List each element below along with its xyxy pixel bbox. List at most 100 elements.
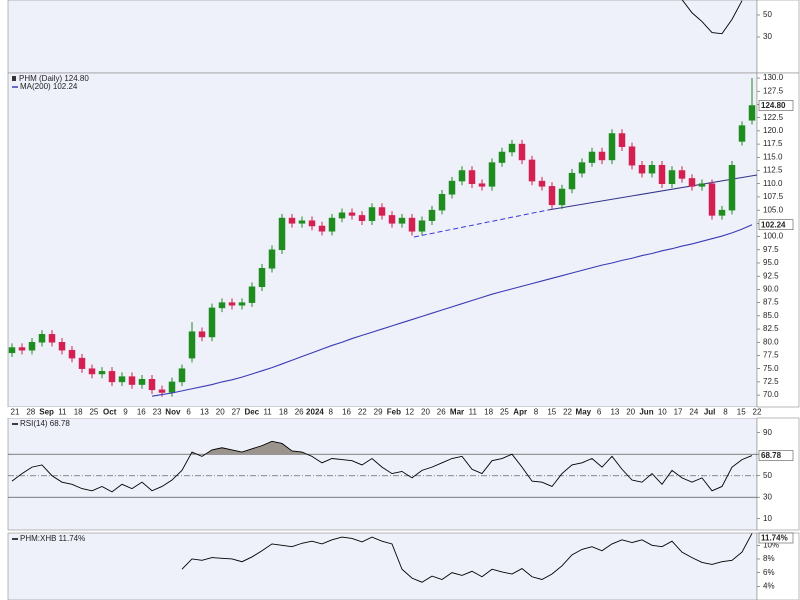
- y-tick-label: 80.0: [763, 337, 779, 346]
- x-tick-label: Nov: [165, 408, 181, 417]
- y-tick-label: 95.0: [763, 258, 779, 267]
- x-tick-label: 25: [89, 408, 98, 417]
- candle-body: [388, 215, 396, 224]
- x-tick-label: 24: [689, 408, 698, 417]
- plot-area: [681, 0, 743, 35]
- candle-body: [748, 105, 756, 121]
- y-tick-label: 122.5: [763, 113, 784, 122]
- y-tick-label: 127.5: [763, 86, 784, 95]
- candle-body: [288, 217, 296, 224]
- value-box: [758, 100, 794, 111]
- fill-group: [190, 441, 513, 455]
- y-tick-label: 120.0: [763, 126, 784, 135]
- x-tick-label: 15: [737, 408, 746, 417]
- x-tick-label: Feb: [387, 408, 401, 417]
- panel-background: [7, 72, 758, 408]
- candle-body: [28, 342, 36, 351]
- x-tick-label: 28: [26, 408, 35, 417]
- value-box-label: 11.74%: [761, 534, 788, 543]
- candle-body: [148, 379, 156, 391]
- y-tick-label: 70.0: [763, 390, 779, 399]
- panel-background: [7, 417, 758, 531]
- x-tick-label: 10: [658, 408, 667, 417]
- trend-lines: [413, 174, 758, 238]
- candle-body: [548, 186, 556, 206]
- y-tick-label: 75.0: [763, 364, 779, 373]
- y-tick-label: 90.0: [763, 285, 779, 294]
- candle-body: [588, 151, 596, 163]
- x-tick-label: 15: [547, 408, 556, 417]
- candle-body: [188, 331, 196, 359]
- x-tick-label: 20: [216, 408, 225, 417]
- candle-body: [218, 302, 226, 309]
- y-tick-label: 10: [763, 514, 772, 523]
- y-tick-label: 77.5: [763, 351, 779, 360]
- candle-body: [358, 215, 366, 221]
- x-tick-label: 16: [137, 408, 146, 417]
- candle-body: [408, 217, 416, 232]
- x-tick-label: Jul: [704, 408, 716, 417]
- candle-body: [298, 220, 306, 224]
- candle-body: [48, 334, 56, 343]
- overbought-fill: [190, 441, 513, 455]
- panel-background: [7, 0, 758, 74]
- x-tick-label: 12: [405, 408, 414, 417]
- candle-body: [528, 159, 536, 182]
- candle-body: [658, 164, 666, 184]
- x-tick-label: 18: [74, 408, 83, 417]
- candle-body: [268, 249, 276, 269]
- candle-body: [738, 125, 746, 142]
- candle-body: [118, 376, 126, 383]
- x-tick-label: Oct: [103, 408, 117, 417]
- x-tick-label: 8: [723, 408, 728, 417]
- candle-body: [338, 212, 346, 219]
- x-tick-label: 20: [626, 408, 635, 417]
- x-tick-label: 22: [358, 408, 367, 417]
- x-tick-label: 13: [200, 408, 209, 417]
- candle-body: [328, 217, 336, 232]
- candle-body: [418, 220, 426, 232]
- x-tick-label: Mar: [450, 408, 464, 417]
- panel-1: 70.0 72.5 75.0 77.5 80.0 82.5 85.0 87.5 90.0 92.5…: [8, 73, 794, 418]
- plot-area: [8, 78, 756, 397]
- y-tick-label: 4%: [763, 581, 775, 590]
- candle-body: [88, 368, 96, 375]
- x-tick-label: 20: [421, 408, 430, 417]
- candle-body: [138, 379, 146, 385]
- x-tick-label: 2024: [306, 408, 324, 417]
- candle-body: [678, 170, 686, 179]
- trend-line: [547, 174, 758, 211]
- x-tick-label: 25: [500, 408, 509, 417]
- panel-background: [7, 532, 758, 600]
- y-tick-label: 30: [763, 492, 772, 501]
- x-tick-label: 16: [342, 408, 351, 417]
- line: [181, 533, 753, 583]
- candle-body: [508, 143, 516, 153]
- value-box: [758, 219, 794, 230]
- candle-body: [178, 368, 186, 383]
- candle-body: [618, 133, 626, 147]
- candle-body: [648, 164, 656, 174]
- x-tick-label: Dec: [244, 408, 259, 417]
- candle-body: [18, 347, 26, 351]
- plot-area: [8, 440, 757, 498]
- y-tick-label: 110.0: [763, 179, 783, 188]
- candle-body: [78, 357, 86, 369]
- x-tick-label: 6: [597, 408, 602, 417]
- candle-body: [38, 334, 46, 343]
- candle-body: [378, 207, 386, 216]
- y-tick-label: 117.5: [763, 139, 783, 148]
- y-tick-label: 115.0: [763, 152, 783, 161]
- candle-body: [698, 183, 706, 187]
- candle-body: [308, 220, 316, 227]
- trend-line-dashed: [413, 209, 549, 238]
- candle-body: [488, 162, 496, 187]
- axis-background: [756, 72, 800, 408]
- panels: [7, 0, 800, 600]
- x-tick-label: 18: [279, 408, 288, 417]
- candle-body: [428, 209, 436, 221]
- legend-label: MA(200) 102.24: [20, 82, 78, 91]
- x-tick-label: 6: [186, 408, 191, 417]
- candle-body: [608, 133, 616, 161]
